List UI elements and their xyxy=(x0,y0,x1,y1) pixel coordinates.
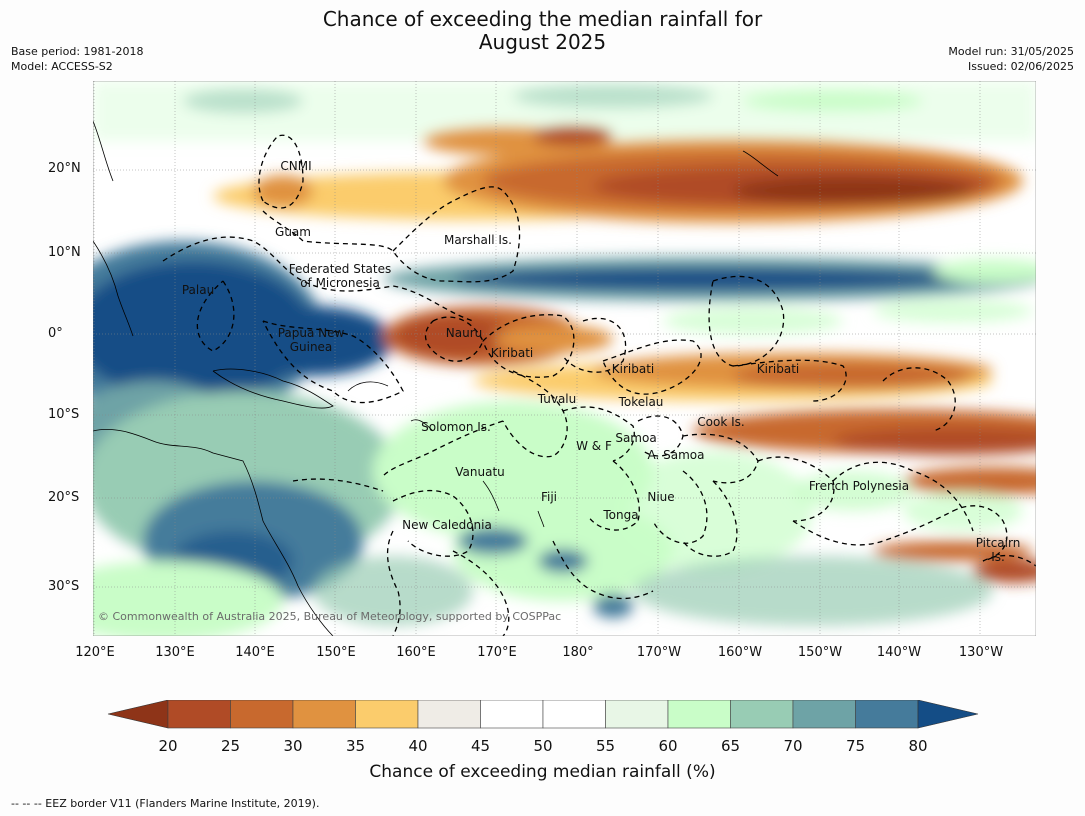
place-label: Samoa xyxy=(615,431,657,445)
colorbar-tick-label: 25 xyxy=(220,737,241,755)
colorbar-bin xyxy=(417,700,481,729)
place-label: Tokelau xyxy=(618,395,664,409)
place-label: Pitcairn Is. xyxy=(975,536,1021,564)
colorbar-tick-label: 30 xyxy=(283,737,303,755)
place-label: Kiribati xyxy=(756,362,800,376)
lat-label: 10°N xyxy=(48,245,81,260)
title-line-1: Chance of exceeding the median rainfall … xyxy=(322,7,763,31)
place-label: Guam xyxy=(275,225,311,239)
coastlines xyxy=(93,120,779,636)
colorbar-tick-label: 80 xyxy=(908,737,928,755)
base-period: Base period: 1981-2018 xyxy=(11,45,144,58)
place-label: W & F xyxy=(576,439,612,453)
graticule xyxy=(93,81,1036,636)
lon-label: 130°W xyxy=(958,645,1004,660)
place-label: A. Samoa xyxy=(647,448,705,462)
lon-label: 180° xyxy=(562,645,594,660)
colorbar-bin xyxy=(792,700,856,729)
colorbar-bin xyxy=(167,700,231,729)
colorbar-tick-label: 40 xyxy=(408,737,428,755)
place-label: Cook Is. xyxy=(697,415,745,429)
lon-label: 140°W xyxy=(876,645,922,660)
place-label: CNMI xyxy=(280,159,312,173)
rainfall-map xyxy=(93,81,1036,636)
colorbar-bin xyxy=(230,700,294,729)
colorbar-bin xyxy=(355,700,419,729)
lat-label: 20°S xyxy=(48,490,80,505)
colorbar-tick-label: 70 xyxy=(783,737,803,755)
place-label: Vanuatu xyxy=(455,465,505,479)
colorbar-tick-label: 65 xyxy=(720,737,741,755)
lon-label: 120°E xyxy=(75,645,115,660)
lon-label: 160°W xyxy=(717,645,763,660)
lat-label: 0° xyxy=(48,326,63,341)
place-label: Tonga xyxy=(603,508,639,522)
colorbar-tick-label: 50 xyxy=(533,737,553,755)
colorbar-bin xyxy=(730,700,794,729)
model-run: Model run: 31/05/2025 xyxy=(948,45,1074,58)
colorbar-bin xyxy=(667,700,731,729)
colorbar-tick-label: 75 xyxy=(845,737,866,755)
place-label: Kiribati xyxy=(611,362,655,376)
colorbar-tick-label: 35 xyxy=(345,737,366,755)
place-label: New Caledonia xyxy=(402,518,492,532)
place-label: Marshall Is. xyxy=(444,233,512,247)
lon-label: 170°W xyxy=(636,645,682,660)
colorbar-title: Chance of exceeding median rainfall (%) xyxy=(369,762,716,782)
place-label: Kiribati xyxy=(490,346,534,360)
lat-label: 30°S xyxy=(48,579,80,594)
lon-label: 160°E xyxy=(396,645,436,660)
title-line-2: August 2025 xyxy=(478,30,607,54)
place-label: French Polynesia xyxy=(808,479,910,493)
colorbar-tick-label: 60 xyxy=(658,737,678,755)
colorbar xyxy=(107,700,979,729)
copyright-notice: © Commonwealth of Australia 2025, Bureau… xyxy=(98,610,562,623)
lon-label: 150°W xyxy=(797,645,843,660)
map-title: Chance of exceeding the median rainfall … xyxy=(0,8,1085,54)
place-label: Nauru xyxy=(445,326,483,340)
colorbar-extend-low xyxy=(107,700,169,729)
colorbar-tick-label: 55 xyxy=(595,737,616,755)
place-label: Palau xyxy=(181,283,215,297)
colorbar-bin xyxy=(855,700,919,729)
lon-label: 150°E xyxy=(316,645,356,660)
lon-label: 140°E xyxy=(235,645,275,660)
colorbar-bin xyxy=(292,700,356,729)
lat-label: 10°S xyxy=(48,407,80,422)
colorbar-bin xyxy=(480,700,544,729)
place-label: Tuvalu xyxy=(537,392,577,406)
colorbar-bin xyxy=(542,700,606,729)
rainfall-field xyxy=(93,81,1036,636)
colorbar-tick-label: 20 xyxy=(158,737,178,755)
colorbar-bin xyxy=(605,700,669,729)
place-label: Federated States of Micronesia xyxy=(288,262,392,290)
lat-label: 20°N xyxy=(48,161,81,176)
meta-left: Base period: 1981-2018 Model: ACCESS-S2 xyxy=(11,44,143,74)
place-label: Solomon Is. xyxy=(421,420,491,434)
model-name: Model: ACCESS-S2 xyxy=(11,60,113,73)
colorbar-extend-high xyxy=(917,700,979,729)
place-label: Niue xyxy=(647,490,675,504)
colorbar-tick-label: 45 xyxy=(470,737,491,755)
meta-right: Model run: 31/05/2025 Issued: 02/06/2025 xyxy=(948,44,1074,74)
issued-date: Issued: 02/06/2025 xyxy=(967,60,1074,73)
place-label: Fiji xyxy=(540,490,558,504)
place-label: Papua New Guinea xyxy=(277,326,345,354)
lon-label: 170°E xyxy=(477,645,517,660)
eez-borders xyxy=(162,134,1036,636)
eez-footnote: -- -- -- EEZ border V11 (Flanders Marine… xyxy=(11,797,320,810)
lon-label: 130°E xyxy=(155,645,195,660)
